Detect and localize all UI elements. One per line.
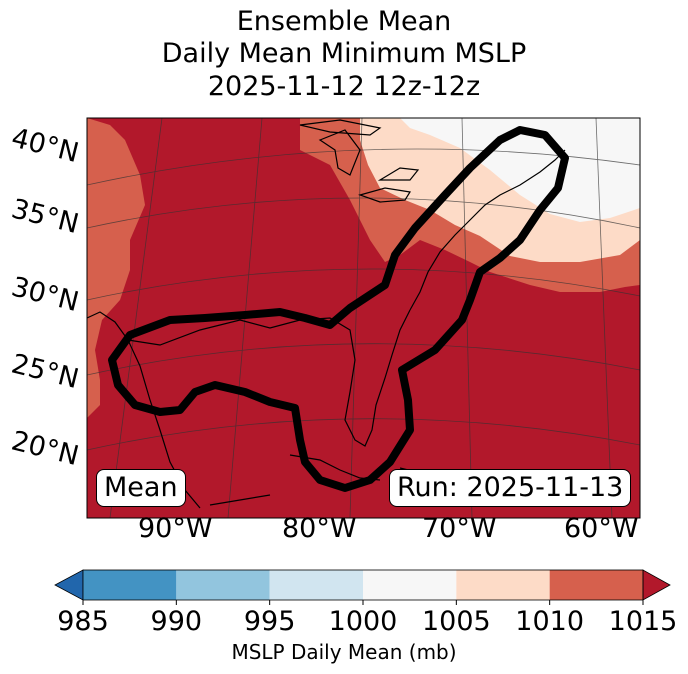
colorbar-tick-label: 1000 — [328, 606, 398, 637]
colorbar-tick-label: 1005 — [421, 606, 491, 637]
lon-label-70w: 70°W — [422, 513, 497, 544]
run-date-badge: Run: 2025-11-13 — [389, 469, 632, 507]
colorbar-bin-990 — [176, 570, 270, 600]
title-line-3: 2025-11-12 12z-12z — [207, 71, 481, 102]
colorbar-over-arrow — [642, 569, 671, 601]
colorbar-bin-1010 — [549, 570, 643, 600]
colorbar-bin-1000 — [363, 570, 457, 600]
lon-label-80w: 80°W — [282, 513, 357, 544]
colorbar-tick-label: 985 — [57, 606, 109, 637]
colorbar-under-arrow — [54, 569, 84, 601]
lon-label-90w: 90°W — [138, 513, 213, 544]
lon-label-60w: 60°W — [564, 513, 639, 544]
colorbar — [54, 569, 671, 605]
field-1000 — [400, 118, 640, 222]
title-line-2: Daily Mean Minimum MSLP — [161, 38, 527, 69]
great-lakes — [299, 119, 420, 203]
colorbar-bin-1005 — [456, 570, 550, 600]
colorbar-bin-985 — [83, 570, 177, 600]
colorbar-tick-label: 1015 — [608, 606, 678, 637]
colorbar-bin-995 — [269, 570, 363, 600]
colorbar-tick-label: 1010 — [515, 606, 585, 637]
map-frame — [86, 117, 641, 519]
title-line-1: Ensemble Mean — [236, 6, 452, 37]
colorbar-tick-label: 995 — [243, 606, 296, 637]
contour-envelope — [108, 126, 569, 492]
colorbar-label: MSLP Daily Mean (mb) — [231, 640, 457, 664]
colorbar-tick-label: 990 — [150, 606, 203, 637]
mean-badge: Mean — [96, 469, 186, 507]
